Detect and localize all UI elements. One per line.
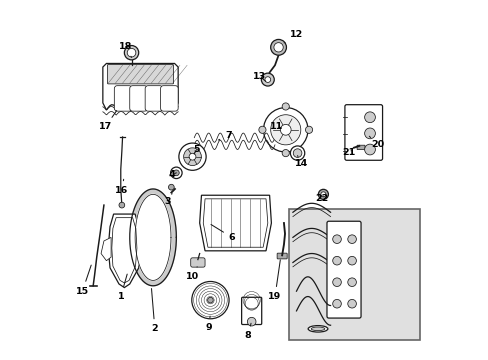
- Polygon shape: [101, 237, 111, 261]
- Circle shape: [119, 202, 124, 208]
- Text: 13: 13: [252, 72, 265, 81]
- Circle shape: [207, 297, 213, 303]
- Circle shape: [332, 235, 341, 243]
- Circle shape: [318, 189, 328, 199]
- Text: 1: 1: [117, 274, 127, 301]
- Circle shape: [263, 108, 307, 152]
- Text: 19: 19: [268, 260, 281, 301]
- FancyBboxPatch shape: [129, 86, 147, 111]
- Circle shape: [280, 125, 290, 135]
- Text: 18: 18: [119, 42, 132, 57]
- FancyBboxPatch shape: [289, 209, 419, 339]
- Circle shape: [179, 143, 206, 170]
- Circle shape: [127, 48, 136, 57]
- Circle shape: [189, 153, 196, 160]
- Text: 16: 16: [115, 179, 128, 195]
- Circle shape: [258, 126, 265, 134]
- Circle shape: [347, 235, 356, 243]
- Circle shape: [347, 278, 356, 287]
- Text: 12: 12: [284, 30, 303, 43]
- FancyBboxPatch shape: [145, 86, 163, 111]
- Polygon shape: [108, 214, 140, 288]
- Circle shape: [273, 42, 283, 52]
- Circle shape: [270, 40, 286, 55]
- Circle shape: [290, 146, 304, 160]
- FancyBboxPatch shape: [107, 64, 173, 84]
- Circle shape: [364, 144, 375, 155]
- Circle shape: [305, 126, 312, 134]
- Circle shape: [282, 103, 289, 110]
- Circle shape: [347, 256, 356, 265]
- Circle shape: [347, 300, 356, 308]
- Circle shape: [264, 77, 270, 82]
- FancyBboxPatch shape: [277, 253, 286, 259]
- FancyBboxPatch shape: [241, 297, 261, 324]
- FancyBboxPatch shape: [356, 145, 364, 149]
- Ellipse shape: [310, 327, 324, 330]
- Circle shape: [173, 170, 179, 176]
- FancyBboxPatch shape: [326, 221, 360, 318]
- Text: 14: 14: [294, 156, 307, 168]
- Polygon shape: [102, 63, 178, 110]
- Text: 11: 11: [269, 122, 282, 131]
- Circle shape: [170, 167, 182, 179]
- Polygon shape: [137, 230, 144, 252]
- FancyBboxPatch shape: [114, 86, 132, 111]
- Text: 6: 6: [211, 225, 235, 242]
- Circle shape: [332, 278, 341, 287]
- Text: 20: 20: [368, 136, 384, 149]
- Circle shape: [261, 73, 274, 86]
- Text: 5: 5: [192, 145, 199, 154]
- Polygon shape: [129, 189, 176, 286]
- Text: 15: 15: [76, 265, 91, 296]
- Circle shape: [293, 149, 301, 157]
- Circle shape: [168, 184, 174, 190]
- Circle shape: [364, 128, 375, 139]
- Text: 17: 17: [99, 111, 117, 131]
- Circle shape: [124, 45, 139, 60]
- Circle shape: [364, 112, 375, 123]
- Text: 7: 7: [218, 131, 231, 140]
- Text: 10: 10: [185, 267, 199, 281]
- Polygon shape: [199, 195, 271, 251]
- Circle shape: [282, 149, 289, 157]
- Circle shape: [191, 282, 228, 319]
- Circle shape: [332, 256, 341, 265]
- FancyBboxPatch shape: [344, 105, 382, 160]
- Text: 4: 4: [168, 170, 176, 179]
- Ellipse shape: [307, 325, 327, 332]
- FancyBboxPatch shape: [160, 86, 178, 111]
- Circle shape: [270, 115, 300, 145]
- Text: 9: 9: [205, 316, 211, 332]
- Circle shape: [183, 148, 201, 166]
- Text: 3: 3: [164, 194, 172, 206]
- Circle shape: [332, 300, 341, 308]
- Circle shape: [320, 192, 325, 197]
- FancyBboxPatch shape: [190, 258, 204, 267]
- Text: 22: 22: [314, 194, 327, 203]
- Text: 8: 8: [244, 323, 251, 341]
- Circle shape: [247, 318, 255, 326]
- Text: 21: 21: [341, 148, 354, 157]
- Polygon shape: [135, 194, 171, 280]
- Text: 2: 2: [151, 289, 158, 333]
